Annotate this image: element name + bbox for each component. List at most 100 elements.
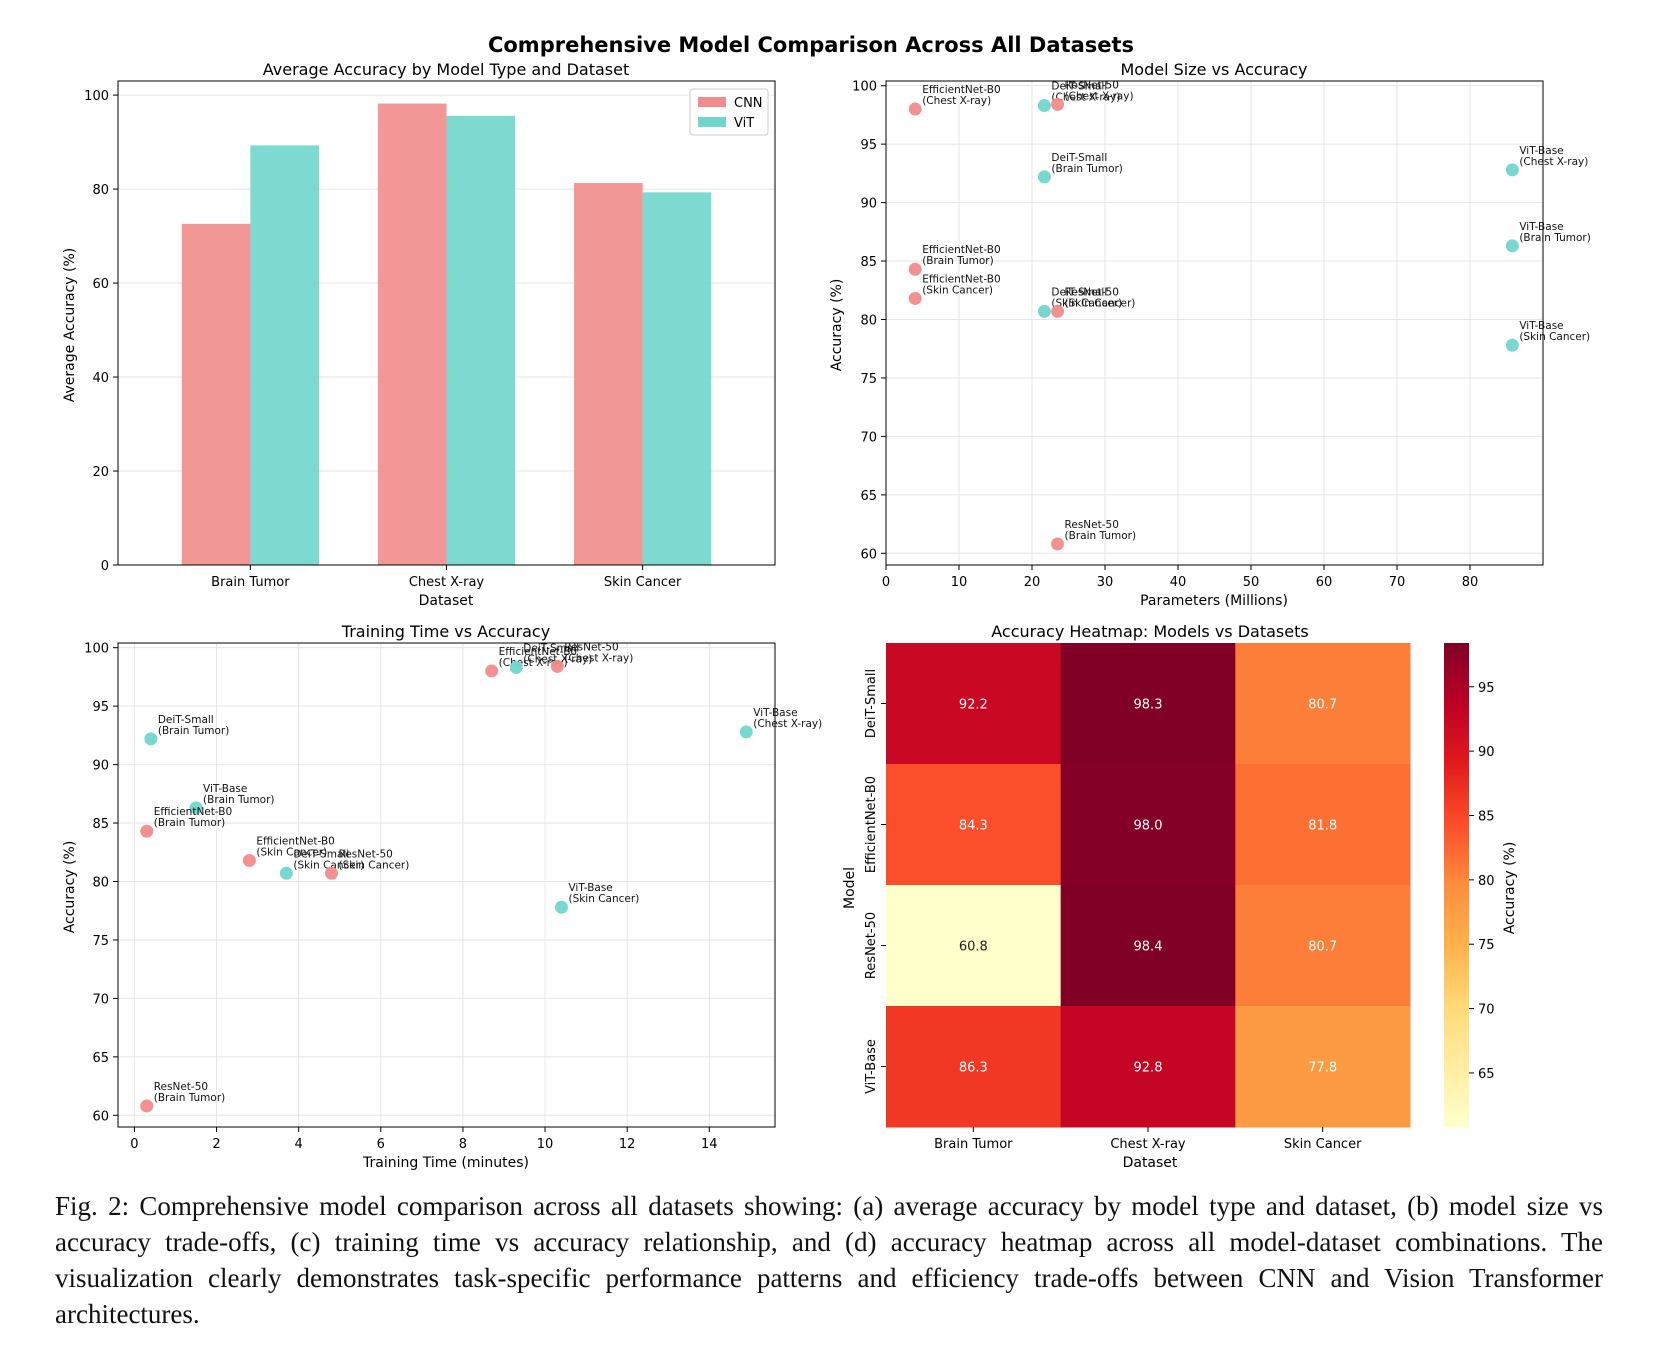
legend-swatch-cnn bbox=[698, 97, 726, 107]
point-label-dataset: (Chest X-ray) bbox=[1065, 90, 1134, 102]
y-tick-label: 60 bbox=[92, 1109, 109, 1124]
plot-frame bbox=[885, 80, 1544, 566]
chart-title: Training Time vs Accuracy bbox=[341, 622, 550, 641]
x-tick-label: 80 bbox=[1462, 575, 1479, 590]
colorbar-tick-label: 90 bbox=[1478, 745, 1495, 760]
point-label-model: DeiT-Small bbox=[1051, 286, 1107, 298]
y-tick-label: 60 bbox=[92, 277, 109, 292]
point-label-dataset: (Skin Cancer) bbox=[339, 859, 410, 871]
x-tick-label: Brain Tumor bbox=[934, 1137, 1013, 1152]
x-tick-label: 10 bbox=[951, 575, 968, 590]
y-tick-label: 0 bbox=[101, 559, 109, 574]
y-tick-label: ResNet-50 bbox=[864, 912, 879, 979]
y-tick-label: 95 bbox=[860, 138, 877, 153]
legend-label-vit: ViT bbox=[734, 116, 754, 131]
point-label-dataset: (Brain Tumor) bbox=[1051, 163, 1123, 175]
cell-value: 86.3 bbox=[959, 1061, 988, 1076]
point-label-model: ResNet-50 bbox=[1065, 79, 1119, 91]
figure-caption: Fig. 2: Comprehensive model comparison a… bbox=[55, 1191, 1603, 1329]
heatmap-cell bbox=[1235, 643, 1411, 765]
y-tick-label: 65 bbox=[92, 1051, 109, 1066]
heatmap-cell bbox=[886, 764, 1062, 886]
scatter-point bbox=[1037, 304, 1051, 318]
heatmap-cell bbox=[886, 643, 1062, 765]
y-tick-label: 90 bbox=[92, 759, 109, 774]
point-label-dataset: (Skin Cancer) bbox=[1065, 297, 1136, 309]
y-tick-label: 70 bbox=[860, 430, 877, 445]
legend-label-cnn: CNN bbox=[734, 96, 763, 111]
x-axis-label: Parameters (Millions) bbox=[1140, 593, 1288, 609]
scatter-point bbox=[550, 659, 564, 673]
y-tick-label: 70 bbox=[92, 992, 109, 1007]
point-label-dataset: (Brain Tumor) bbox=[1519, 232, 1591, 244]
point-label-model: DeiT-Small bbox=[293, 848, 349, 860]
scatter-point bbox=[1037, 99, 1051, 113]
point-label-dataset: (Skin Cancer) bbox=[293, 859, 364, 871]
point-label-dataset: (Chest X-ray) bbox=[564, 652, 633, 664]
x-tick-label: Skin Cancer bbox=[1284, 1137, 1362, 1152]
colorbar-tick-label: 95 bbox=[1478, 681, 1495, 696]
x-tick-label: 8 bbox=[459, 1137, 467, 1152]
y-tick-label: 65 bbox=[860, 489, 877, 504]
cell-value: 60.8 bbox=[959, 940, 988, 955]
figure-title: Comprehensive Model Comparison Across Al… bbox=[488, 33, 1134, 57]
point-label-dataset: (Skin Cancer) bbox=[922, 284, 993, 296]
x-axis-label: Dataset bbox=[1123, 1155, 1178, 1171]
cell-value: 98.3 bbox=[1134, 698, 1163, 713]
point-label-model: ResNet-50 bbox=[339, 848, 393, 860]
scatter-point bbox=[908, 291, 922, 305]
point-label-model: ResNet-50 bbox=[154, 1081, 208, 1093]
scatter-point bbox=[140, 1099, 154, 1113]
point-label-model: ViT-Base bbox=[1519, 145, 1563, 157]
scatter-point bbox=[242, 853, 256, 867]
point-label-dataset: (Chest X-ray) bbox=[922, 95, 991, 107]
point-label-model: DeiT-Small bbox=[1051, 152, 1107, 164]
colorbar-tick-label: 85 bbox=[1478, 809, 1495, 824]
heatmap-cell bbox=[886, 1006, 1062, 1128]
y-tick-label: ViT-Base bbox=[864, 1039, 879, 1094]
bar-cnn bbox=[181, 223, 251, 566]
scatter-point bbox=[279, 866, 293, 880]
point-label-model: ViT-Base bbox=[203, 783, 247, 795]
x-tick-label: 40 bbox=[1170, 575, 1187, 590]
point-label-model: EfficientNet-B0 bbox=[256, 835, 334, 847]
plot-frame bbox=[117, 642, 776, 1128]
point-label-model: ResNet-50 bbox=[1065, 286, 1119, 298]
point-label-model: EfficientNet-B0 bbox=[154, 806, 232, 818]
colorbar-tick-label: 65 bbox=[1478, 1067, 1495, 1082]
heatmap-cell bbox=[1235, 885, 1411, 1007]
scatter-point bbox=[1505, 338, 1519, 352]
legend-swatch-vit bbox=[698, 117, 726, 127]
colorbar-tick-label: 80 bbox=[1478, 874, 1495, 889]
plot-frame bbox=[117, 80, 776, 566]
y-tick-label: 20 bbox=[92, 465, 109, 480]
scatter-point bbox=[1051, 97, 1065, 111]
cell-value: 98.0 bbox=[1134, 819, 1163, 834]
point-label-dataset: (Brain Tumor) bbox=[203, 794, 275, 806]
scatter-point bbox=[1051, 304, 1065, 318]
point-label-model: ResNet-50 bbox=[1065, 519, 1119, 531]
cell-value: 80.7 bbox=[1308, 698, 1337, 713]
colorbar bbox=[1444, 643, 1469, 1127]
y-tick-label: EfficientNet-B0 bbox=[864, 776, 879, 873]
chart-title: Accuracy Heatmap: Models vs Datasets bbox=[991, 622, 1308, 641]
point-label-model: ViT-Base bbox=[1519, 320, 1563, 332]
x-tick-label: 20 bbox=[1024, 575, 1041, 590]
x-tick-label: 10 bbox=[537, 1137, 554, 1152]
point-label-dataset: (Chest X-ray) bbox=[523, 654, 592, 666]
bar-cnn bbox=[573, 182, 643, 565]
scatter-point bbox=[1037, 170, 1051, 184]
point-label-model: ViT-Base bbox=[1519, 221, 1563, 233]
point-label-dataset: (Brain Tumor) bbox=[1065, 530, 1137, 542]
y-axis-label: Model bbox=[842, 867, 858, 909]
point-label-dataset: (Chest X-ray) bbox=[1519, 156, 1588, 168]
scatter-point bbox=[189, 801, 203, 815]
scatter-point bbox=[1505, 163, 1519, 177]
point-label-dataset: (Skin Cancer) bbox=[568, 893, 639, 905]
cell-value: 92.2 bbox=[959, 698, 988, 713]
colorbar-tick-label: 70 bbox=[1478, 1003, 1495, 1018]
point-label-model: EfficientNet-B0 bbox=[922, 244, 1000, 256]
cell-value: 84.3 bbox=[959, 819, 988, 834]
cell-value: 80.7 bbox=[1308, 940, 1337, 955]
